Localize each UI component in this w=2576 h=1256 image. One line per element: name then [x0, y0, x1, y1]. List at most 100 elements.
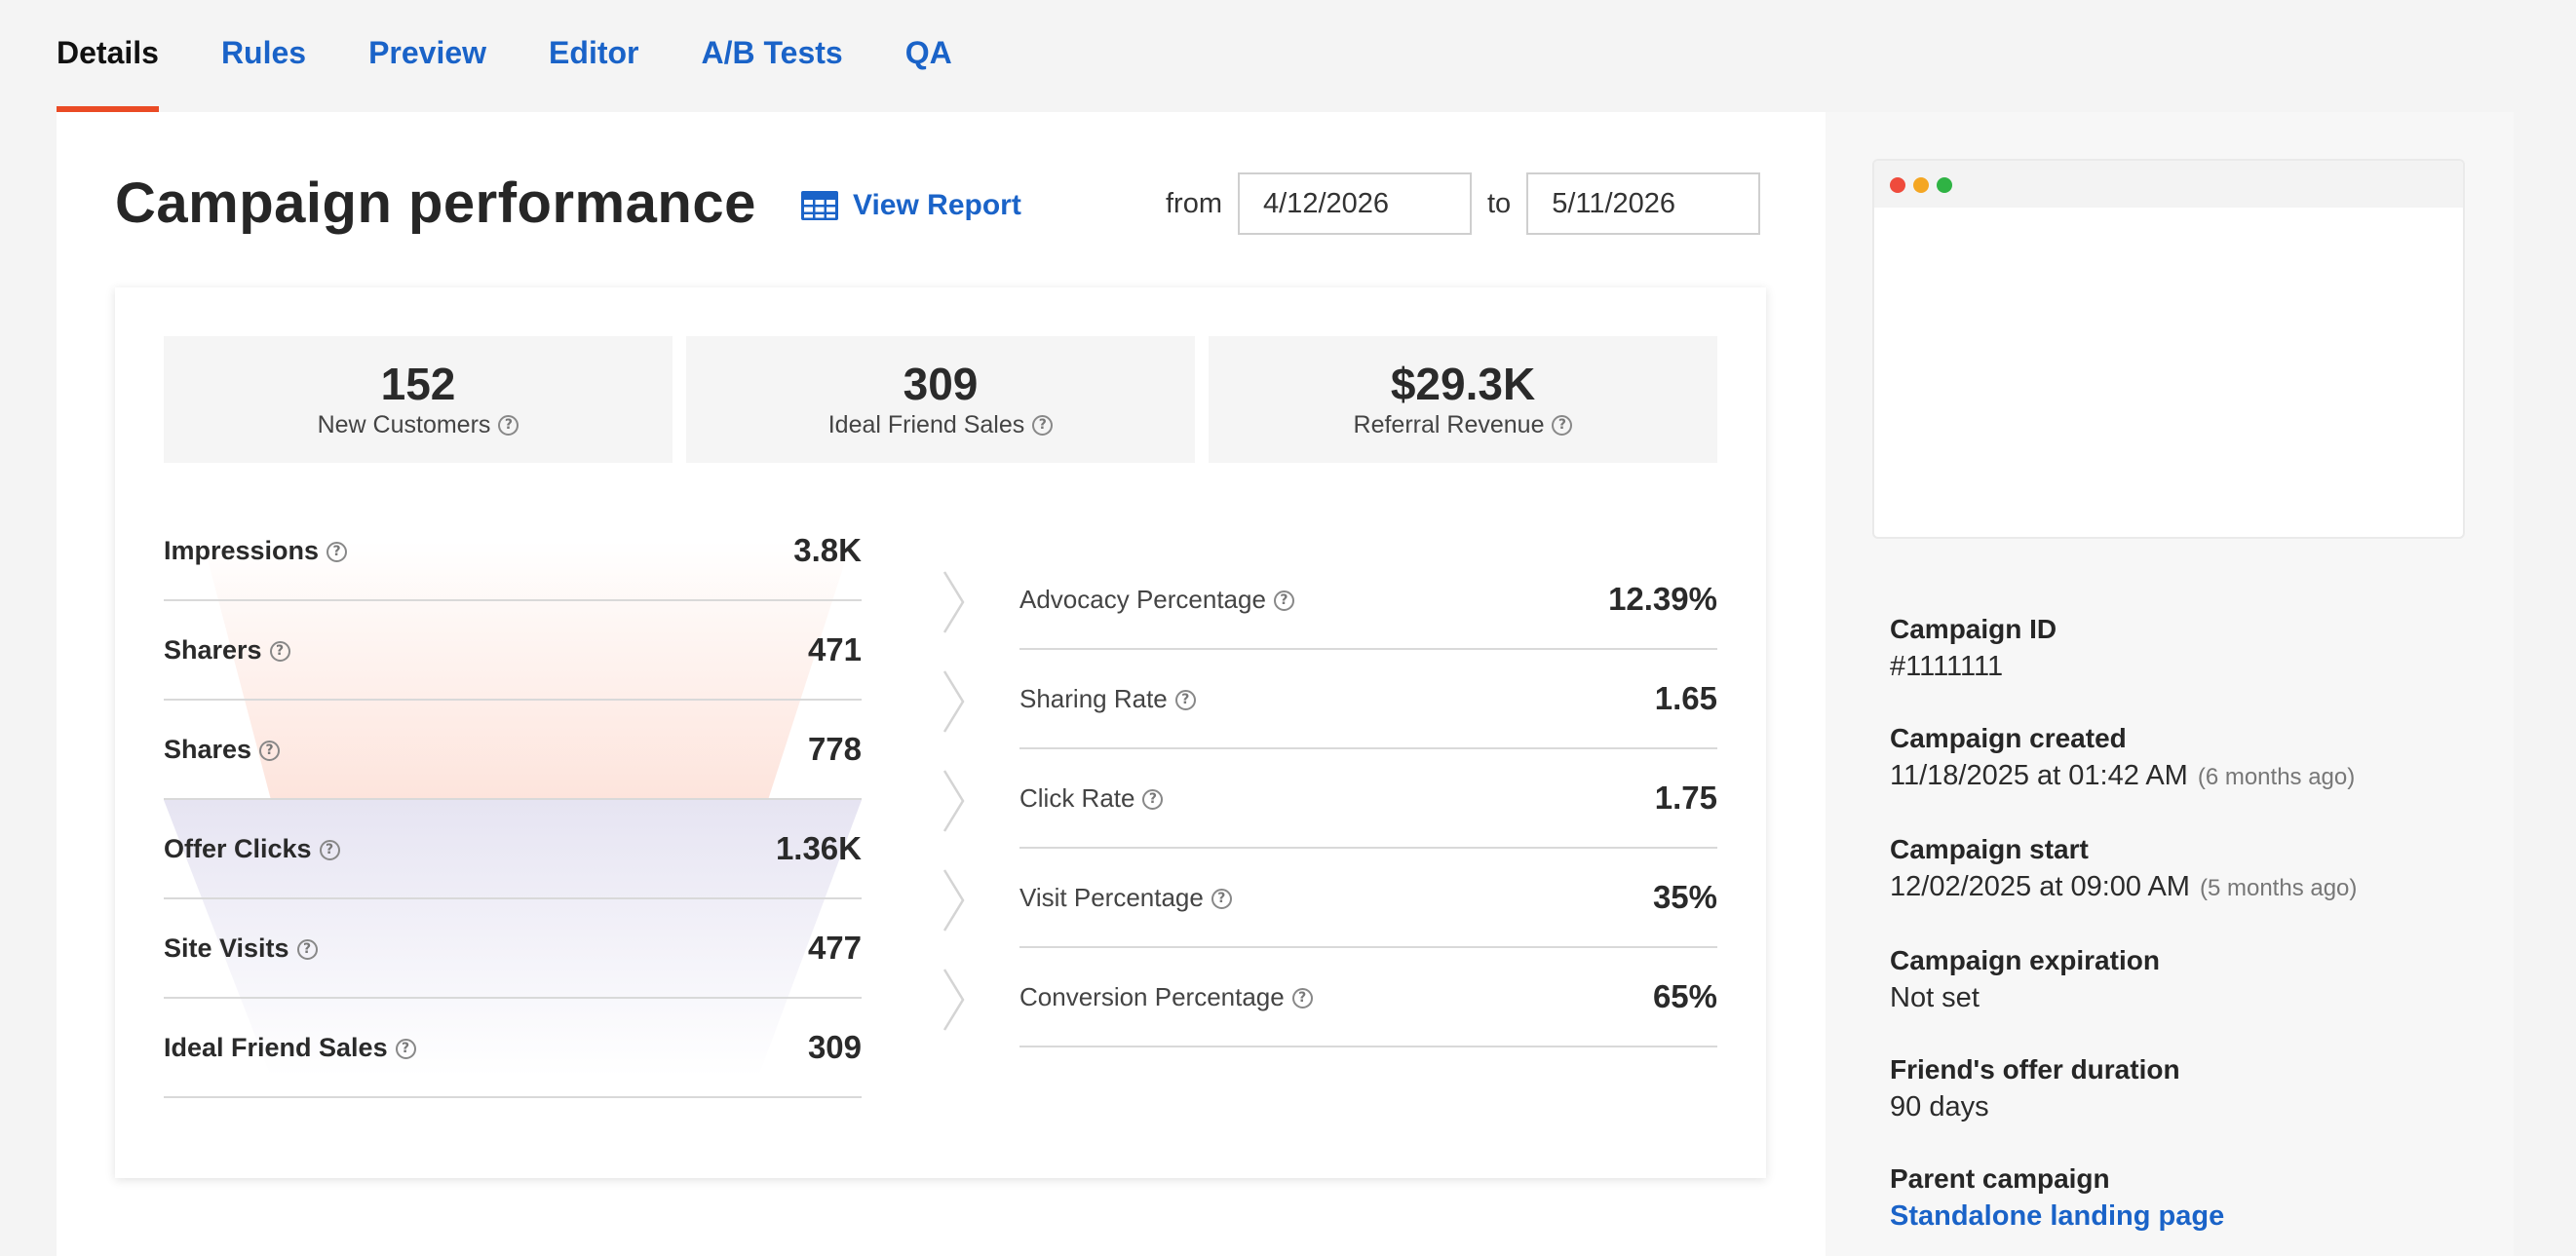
parent-campaign-link[interactable]: Standalone landing page — [1890, 1200, 2225, 1232]
funnel-label-wrap: Site Visits? — [164, 933, 318, 964]
stat-label-wrap: Ideal Friend Sales? — [686, 411, 1195, 439]
funnel-value: 3.8K — [793, 532, 862, 568]
campaign-preview-thumbnail[interactable] — [1872, 159, 2465, 539]
chevron-right-icon — [942, 969, 965, 1031]
from-label: from — [1166, 187, 1222, 219]
stat-new-customers: 152 New Customers? — [164, 336, 673, 463]
help-icon[interactable]: ? — [1211, 889, 1232, 910]
help-icon[interactable]: ? — [1174, 690, 1196, 711]
info-label: Campaign ID — [1890, 614, 2057, 644]
tab-editor[interactable]: Editor — [549, 35, 639, 70]
info-label: Campaign created — [1890, 723, 2127, 753]
info-campaign-expiration: Campaign expiration Not set — [1890, 945, 2160, 1014]
rate-row-click: Click Rate? 1.75 — [1019, 749, 1717, 849]
info-value-wrap: 11/18/2025 at 01:42 AM (6 months ago) — [1890, 760, 2355, 792]
help-icon[interactable]: ? — [1552, 415, 1573, 437]
stat-referral-revenue: $29.3K Referral Revenue? — [1209, 336, 1717, 463]
funnel-value: 1.36K — [775, 830, 862, 866]
from-date-input[interactable] — [1238, 172, 1472, 235]
rate-row-conversion: Conversion Percentage? 65% — [1019, 948, 1717, 1047]
info-label: Friend's offer duration — [1890, 1054, 2180, 1085]
funnel-graphic — [164, 541, 862, 1077]
chevron-right-icon — [942, 670, 965, 733]
relative-time: (5 months ago) — [2199, 875, 2358, 901]
funnel-row-sharers: Sharers? 471 — [164, 601, 862, 701]
info-value: 90 days — [1890, 1091, 1989, 1123]
stat-value: 309 — [903, 359, 979, 409]
to-date-input[interactable] — [1526, 172, 1761, 235]
rate-value: 65% — [1652, 978, 1717, 1014]
rate-label-wrap: Advocacy Percentage? — [1019, 585, 1294, 615]
browser-chrome-bar — [1874, 161, 2463, 208]
relative-time: (6 months ago) — [2197, 764, 2356, 790]
rate-label: Advocacy Percentage — [1019, 584, 1266, 614]
side-panel: Campaign ID #1111111 Campaign created 11… — [1826, 112, 2514, 1256]
rate-label: Conversion Percentage — [1019, 981, 1285, 1011]
help-icon[interactable]: ? — [1291, 988, 1313, 1009]
stat-value: 152 — [380, 359, 456, 409]
funnel: Impressions? 3.8K Sharers? 471 Shares? 7… — [164, 502, 862, 1098]
chevron-right-icon — [942, 770, 965, 832]
funnel-label: Impressions — [164, 535, 320, 565]
info-parent-campaign: Parent campaign Standalone landing page — [1890, 1163, 2224, 1233]
info-campaign-start: Campaign start 12/02/2025 at 09:00 AM (5 … — [1890, 834, 2357, 903]
help-icon[interactable]: ? — [1032, 415, 1054, 437]
rate-label: Click Rate — [1019, 782, 1135, 813]
funnel-label-wrap: Impressions? — [164, 535, 348, 566]
main-panel: Campaign performance View Report from to… — [57, 112, 1826, 1256]
rate-label-wrap: Click Rate? — [1019, 782, 1164, 814]
rate-label: Sharing Rate — [1019, 683, 1168, 713]
info-label: Parent campaign — [1890, 1163, 2110, 1194]
rate-value: 35% — [1652, 879, 1717, 915]
funnel-row-ideal-friend-sales: Ideal Friend Sales? 309 — [164, 999, 862, 1098]
rate-value: 1.75 — [1654, 780, 1717, 816]
red-dot-icon — [1890, 177, 1905, 193]
funnel-row-site-visits: Site Visits? 477 — [164, 899, 862, 999]
help-icon[interactable]: ? — [327, 541, 348, 562]
funnel-label: Sharers — [164, 634, 262, 665]
funnel-label: Site Visits — [164, 932, 289, 963]
funnel-value: 778 — [807, 731, 862, 767]
help-icon[interactable]: ? — [259, 740, 281, 761]
funnel-label-wrap: Ideal Friend Sales? — [164, 1033, 416, 1063]
rate-row-sharing: Sharing Rate? 1.65 — [1019, 650, 1717, 749]
tab-details[interactable]: Details — [57, 0, 159, 112]
funnel-row-shares: Shares? 778 — [164, 701, 862, 800]
stat-value: $29.3K — [1390, 359, 1536, 409]
funnel-label: Ideal Friend Sales — [164, 1032, 388, 1062]
funnel-value: 309 — [807, 1029, 862, 1065]
help-icon[interactable]: ? — [395, 1038, 416, 1059]
rate-value: 1.65 — [1654, 680, 1717, 716]
funnel-label: Shares — [164, 734, 252, 764]
info-value: 11/18/2025 at 01:42 AM — [1890, 760, 2188, 791]
tab-preview[interactable]: Preview — [368, 35, 487, 70]
rate-label-wrap: Conversion Percentage? — [1019, 982, 1313, 1012]
view-report-link[interactable]: View Report — [800, 189, 1021, 222]
stat-label: New Customers — [317, 410, 491, 438]
stat-label: Ideal Friend Sales — [827, 410, 1025, 438]
info-value-wrap: 12/02/2025 at 09:00 AM (5 months ago) — [1890, 871, 2357, 903]
help-icon[interactable]: ? — [269, 640, 290, 662]
to-label: to — [1487, 187, 1512, 219]
green-dot-icon — [1937, 177, 1952, 193]
help-icon[interactable]: ? — [296, 938, 318, 960]
yellow-dot-icon — [1913, 177, 1929, 193]
info-value: 12/02/2025 at 09:00 AM — [1890, 871, 2190, 902]
rate-label-wrap: Visit Percentage? — [1019, 883, 1232, 913]
funnel-label-wrap: Shares? — [164, 734, 281, 765]
tab-qa[interactable]: QA — [904, 35, 952, 70]
tab-rules[interactable]: Rules — [220, 35, 307, 70]
tab-ab-tests[interactable]: A/B Tests — [701, 35, 843, 70]
funnel-row-offer-clicks: Offer Clicks? 1.36K — [164, 800, 862, 899]
stat-label-wrap: New Customers? — [164, 411, 673, 439]
funnel-row-impressions: Impressions? 3.8K — [164, 502, 862, 601]
view-report-label: View Report — [853, 189, 1021, 221]
page-title: Campaign performance — [115, 171, 756, 235]
rate-label-wrap: Sharing Rate? — [1019, 684, 1196, 714]
rate-label: Visit Percentage — [1019, 882, 1204, 912]
help-icon[interactable]: ? — [319, 839, 340, 860]
stat-ideal-friend-sales: 309 Ideal Friend Sales? — [686, 336, 1195, 463]
help-icon[interactable]: ? — [1142, 789, 1164, 811]
help-icon[interactable]: ? — [1273, 590, 1294, 612]
help-icon[interactable]: ? — [498, 415, 519, 437]
